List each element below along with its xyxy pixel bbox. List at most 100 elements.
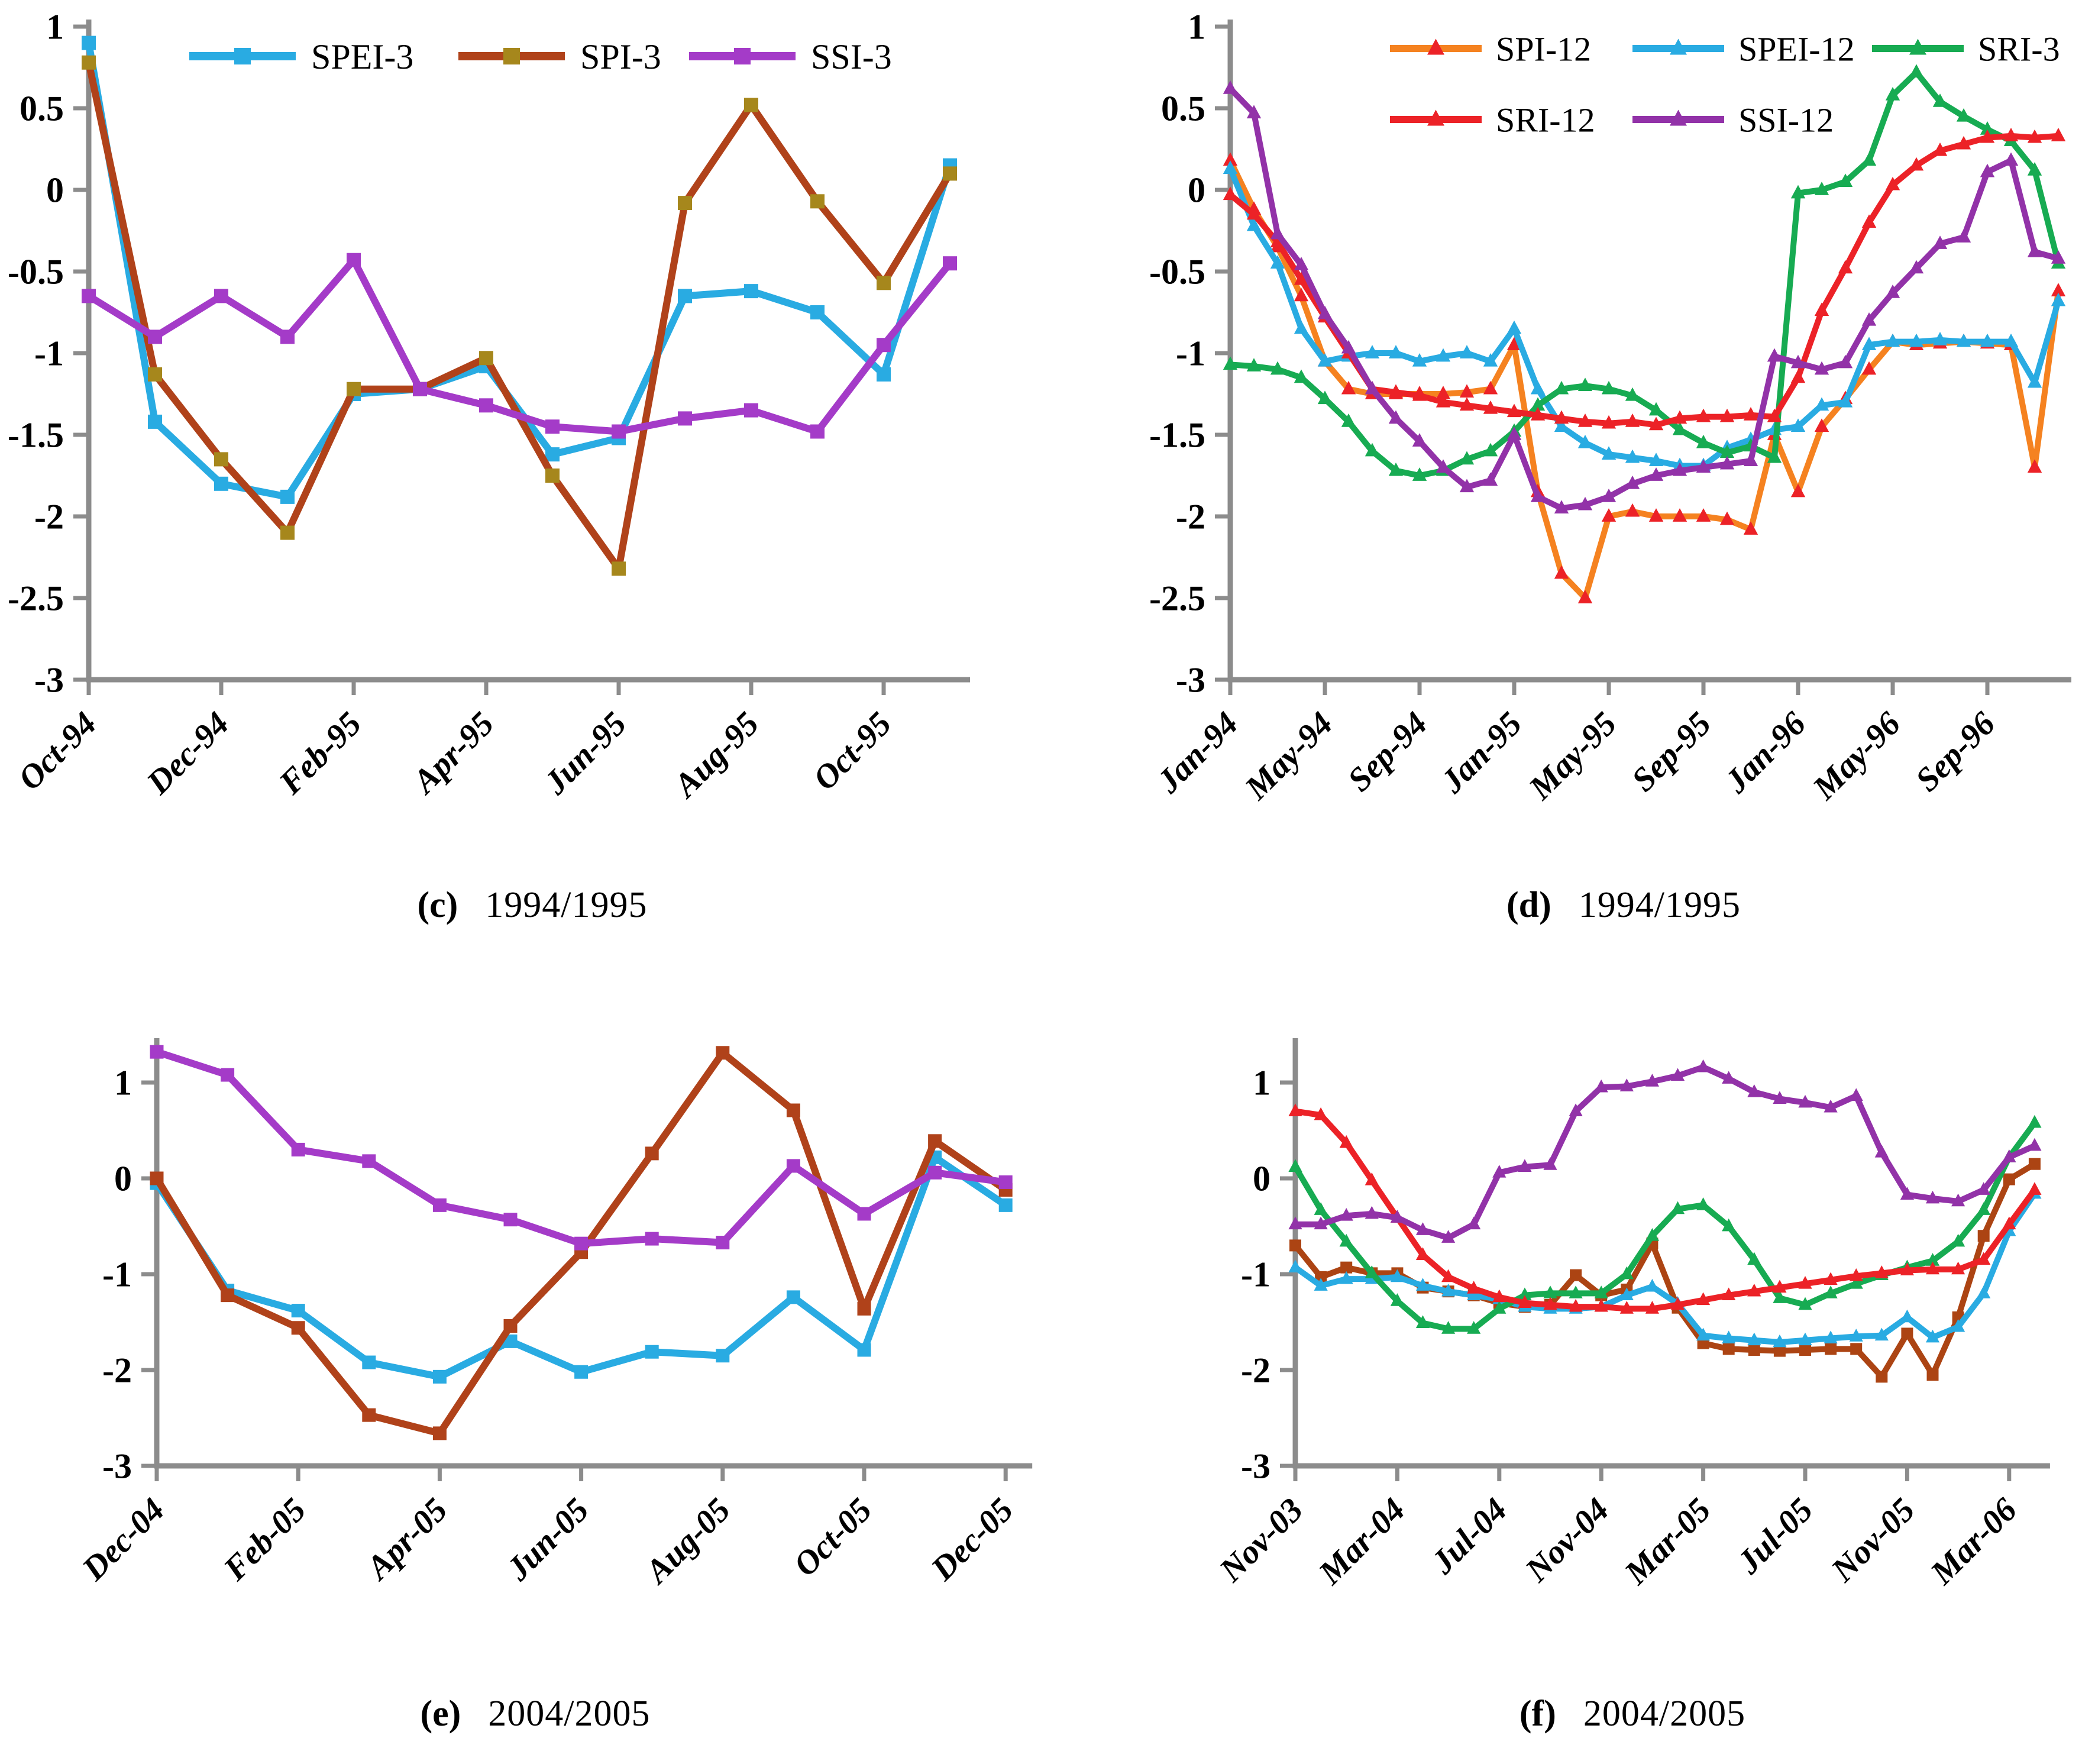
series-SPEI-12 (1288, 1185, 2042, 1348)
svg-text:-1: -1 (34, 334, 64, 373)
svg-text:0: 0 (1188, 170, 1205, 209)
legend-label-SPI-3: SPI-3 (580, 37, 661, 76)
svg-text:Sep-94: Sep-94 (1340, 705, 1434, 799)
series-SPI-3 (150, 1046, 1013, 1440)
legend-item-SPEI-12: SPEI-12 (1632, 30, 1855, 68)
svg-text:Jul-04: Jul-04 (1424, 1491, 1514, 1582)
svg-text:Jan-95: Jan-95 (1433, 705, 1529, 801)
panel-d-legend: SPI-12 SPEI-12 SRI-3 SRI-12 SSI-12 (1390, 30, 2060, 139)
svg-text:May-95: May-95 (1521, 705, 1624, 807)
svg-text:0: 0 (46, 170, 64, 209)
svg-text:-2.5: -2.5 (8, 579, 64, 618)
svg-text:Sep-96: Sep-96 (1908, 705, 2002, 799)
caption-years-c: 1994/1995 (485, 885, 648, 925)
legend-label-SRI-3: SRI-3 (1978, 30, 2060, 68)
svg-text:-3: -3 (1241, 1446, 1270, 1485)
legend-label-SPEI-3: SPEI-3 (311, 37, 413, 76)
svg-text:May-96: May-96 (1805, 705, 1908, 807)
svg-text:Aug-95: Aug-95 (665, 705, 766, 806)
svg-text:Jan-94: Jan-94 (1149, 705, 1245, 801)
panel-d-y-axis-labels: 1 0.5 0 -0.5 -1 -1.5 -2 -2.5 -3 (1149, 7, 1205, 699)
panel-e-axes (141, 1038, 1033, 1481)
panel-d-chart: 1 0.5 0 -0.5 -1 -1.5 -2 -2.5 -3 Jan-94 May-94 Sep-9… (1041, 0, 2082, 881)
panel-c-x-axis-labels: Oct-94 Dec-94 Feb-95 Apr-95 Jun-95 Aug-95 Oct-… (11, 705, 898, 806)
series-SSI-12 (1223, 80, 2066, 514)
panel-c-chart: 1 0.5 0 -0.5 -1 -1.5 -2 -2.5 -3 Oct-94 Dec-94 Feb-9… (0, 0, 1041, 881)
panel-f-y-axis-labels: 1 0 -1 -2 -3 (1241, 1063, 1270, 1485)
series-SPEI-3 (150, 1150, 1013, 1384)
svg-text:Nov-05: Nov-05 (1824, 1491, 1922, 1589)
legend-label-SSI-12: SSI-12 (1738, 101, 1834, 139)
caption-tag-e: (e) (420, 1694, 461, 1734)
panel-f-x-axis-labels: Nov-03 Mar-04 Jul-04 Nov-04 Mar-05 Jul-05 Nov-… (1212, 1491, 2024, 1592)
legend-item-SPI-12: SPI-12 (1390, 30, 1591, 68)
svg-text:-2: -2 (102, 1351, 132, 1390)
series-SSI-3 (82, 253, 957, 439)
svg-text:1: 1 (1188, 7, 1205, 46)
svg-text:Feb-05: Feb-05 (216, 1491, 313, 1588)
panel-e-svg: 1 0 -1 -2 -3 Dec-04 Feb-05 Apr-05 Jun-05 Aug-05 Oc… (75, 1038, 1033, 1592)
legend-item-SPI-3: SPI-3 (458, 37, 661, 76)
legend-label-SSI-3: SSI-3 (811, 37, 892, 76)
caption-years-d: 1994/1995 (1578, 885, 1741, 925)
series-SRI-3 (1288, 1114, 2042, 1334)
legend-item-SSI-12: SSI-12 (1632, 101, 1834, 139)
legend-label-SRI-12: SRI-12 (1496, 101, 1595, 139)
svg-text:Mar-05: Mar-05 (1617, 1491, 1718, 1592)
panel-e-y-axis-labels: 1 0 -1 -2 -3 (102, 1063, 132, 1485)
svg-text:-1: -1 (1176, 334, 1205, 373)
svg-text:Mar-04: Mar-04 (1311, 1491, 1412, 1592)
panel-c-axes (73, 20, 970, 695)
svg-text:0: 0 (1253, 1159, 1270, 1198)
svg-text:Mar-06: Mar-06 (1923, 1491, 2024, 1592)
svg-text:Dec-04: Dec-04 (75, 1491, 172, 1588)
caption-years-e: 2004/2005 (488, 1694, 651, 1734)
svg-text:1: 1 (46, 7, 64, 46)
legend-item-SRI-3: SRI-3 (1872, 30, 2060, 68)
caption-tag-d: (d) (1506, 885, 1551, 925)
svg-text:-2: -2 (1176, 497, 1205, 536)
caption-panel-e: (e) 2004/2005 (240, 1693, 831, 1735)
svg-text:Oct-95: Oct-95 (806, 705, 898, 797)
svg-text:Oct-94: Oct-94 (11, 705, 104, 797)
svg-text:-2: -2 (1241, 1351, 1270, 1390)
svg-text:Jul-05: Jul-05 (1729, 1491, 1820, 1582)
series-SPEI-3 (82, 35, 957, 504)
svg-text:-1.5: -1.5 (8, 415, 64, 454)
svg-text:0: 0 (114, 1159, 132, 1198)
panel-d-axes (1215, 20, 2071, 695)
svg-text:-2.5: -2.5 (1149, 579, 1205, 618)
svg-text:-3: -3 (1176, 660, 1205, 699)
panel-c-y-axis-labels: 1 0.5 0 -0.5 -1 -1.5 -2 -2.5 -3 (8, 7, 64, 699)
svg-text:Apr-05: Apr-05 (358, 1491, 454, 1588)
svg-text:-1: -1 (102, 1255, 132, 1294)
svg-text:Dec-94: Dec-94 (139, 705, 236, 802)
svg-text:1: 1 (1253, 1063, 1270, 1102)
svg-text:Sep-95: Sep-95 (1624, 705, 1718, 799)
svg-text:Nov-04: Nov-04 (1518, 1491, 1616, 1589)
svg-text:Dec-05: Dec-05 (924, 1491, 1021, 1588)
legend-item-SPEI-3: SPEI-3 (189, 37, 413, 76)
svg-text:-3: -3 (34, 660, 64, 699)
svg-text:-1: -1 (1241, 1255, 1270, 1294)
panel-e-x-axis-labels: Dec-04 Feb-05 Apr-05 Jun-05 Aug-05 Oct-05 Dec-… (75, 1491, 1020, 1592)
panel-f-chart: 1 0 -1 -2 -3 Nov-03 Mar-04 Jul-04 Nov-04 Mar-05 Ju… (1041, 1006, 2082, 1764)
series-SSI-12 (1288, 1059, 2042, 1243)
series-SSI-3 (150, 1045, 1013, 1251)
svg-text:0.5: 0.5 (1161, 89, 1205, 128)
legend-item-SRI-12: SRI-12 (1390, 101, 1595, 139)
svg-text:0.5: 0.5 (20, 89, 64, 128)
svg-text:1: 1 (114, 1063, 132, 1102)
svg-text:Jun-05: Jun-05 (499, 1491, 596, 1588)
svg-text:Jun-95: Jun-95 (536, 705, 633, 802)
caption-years-f: 2004/2005 (1583, 1694, 1746, 1734)
caption-panel-c: (c) 1994/1995 (237, 884, 828, 926)
svg-text:-1.5: -1.5 (1149, 415, 1205, 454)
svg-text:Oct-05: Oct-05 (787, 1491, 879, 1584)
svg-text:Feb-95: Feb-95 (271, 705, 368, 802)
svg-text:Apr-95: Apr-95 (405, 705, 501, 802)
panel-c-svg: 1 0.5 0 -0.5 -1 -1.5 -2 -2.5 -3 Oct-94 Dec-94 Feb-9… (8, 7, 970, 806)
